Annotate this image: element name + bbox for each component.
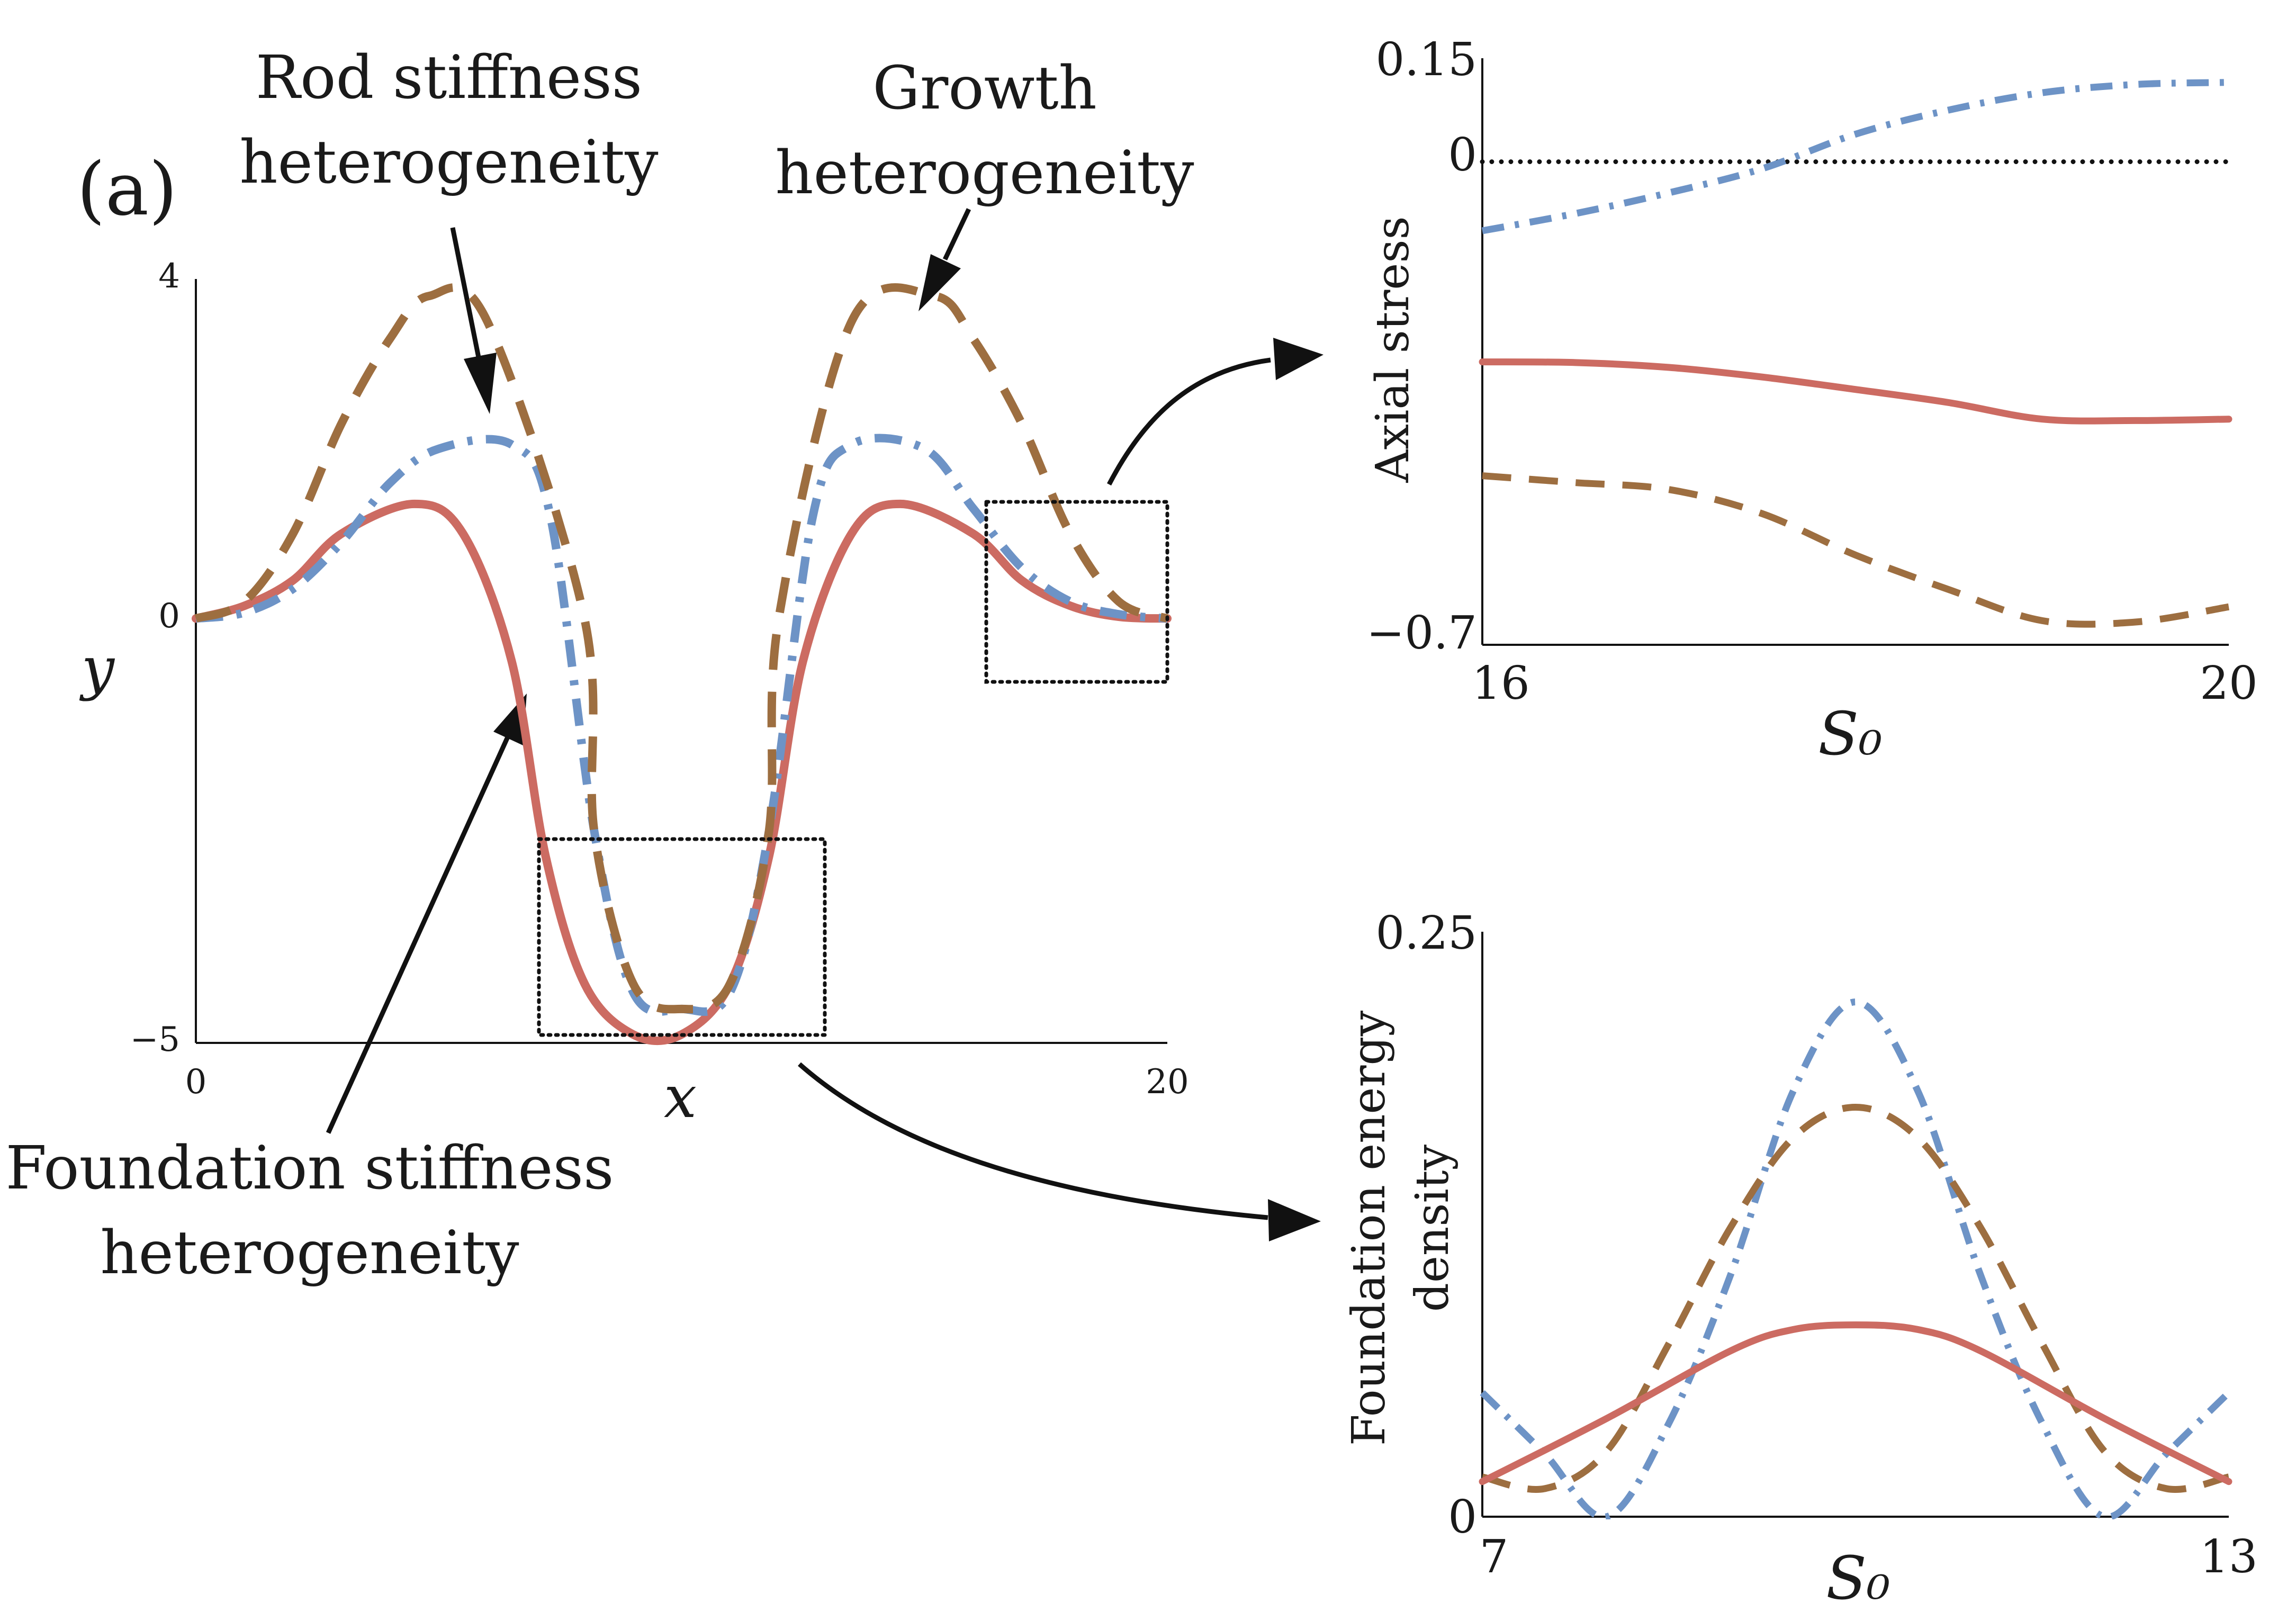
main-ytick-neg5: −5: [130, 1020, 180, 1059]
main-xtick-20: 20: [1146, 1062, 1188, 1102]
annotation-rod-line2: heterogeneity: [239, 128, 658, 197]
stress-chart: 0.15 0 −0.7 16 20 S₀ Axial stress: [1366, 33, 2258, 769]
foundation-annotation-arrow: [326, 735, 511, 1134]
annotation-arrows: [326, 208, 1323, 1241]
zoom-arrowhead-energy: [1268, 1199, 1321, 1241]
stress-series-foundation: [1479, 358, 2232, 425]
main-series-growth: [194, 283, 1169, 1014]
zoom-box-right: [984, 500, 1169, 684]
stress-y-label: Axial stress: [1366, 216, 1419, 483]
annotation-foundation-line1: Foundation stiffness: [6, 1134, 614, 1203]
zoom-arrowhead-stress: [1273, 338, 1323, 380]
energy-chart: 0.25 0 7 13 S₀ Foundation energy density: [1343, 907, 2258, 1612]
main-series-group: [192, 283, 1172, 1045]
stress-series-group: [1479, 79, 2232, 628]
stress-ytick-0.15: 0.15: [1376, 33, 1477, 86]
main-series-rod: [195, 434, 1168, 1016]
stress-x-label: S₀: [1818, 700, 1883, 769]
stress-ytick-neg0.7: −0.7: [1366, 607, 1477, 660]
energy-y-label-line2: density: [1406, 1145, 1459, 1312]
stress-xtick-16: 16: [1472, 657, 1529, 710]
energy-series-foundation: [1479, 1321, 2232, 1485]
annotation-growth-line2: heterogeneity: [775, 139, 1194, 208]
zoom-box-center: [537, 837, 827, 1037]
annotation-rod-line1: Rod stiffness: [256, 43, 642, 112]
annotation-growth-line1: Growth: [872, 54, 1096, 123]
stress-ytick-0: 0: [1448, 129, 1477, 182]
main-x-label: x: [664, 1063, 697, 1131]
energy-ytick-0: 0: [1448, 1491, 1477, 1544]
energy-series-growth: [1481, 1104, 2230, 1493]
rod-annotation-arrow: [450, 227, 482, 361]
zoom-arrow-stress: [1107, 357, 1271, 486]
energy-ytick-0.25: 0.25: [1376, 907, 1477, 960]
energy-series-rod: [1480, 998, 2231, 1519]
growth-arrowhead: [919, 254, 961, 311]
main-chart: 4 0 −5 0 20 x y: [79, 257, 1189, 1131]
main-y-label: y: [79, 634, 115, 702]
energy-series-group: [1479, 998, 2232, 1519]
stress-xtick-20: 20: [2200, 657, 2257, 710]
main-ytick-0: 0: [158, 597, 180, 636]
annotation-foundation-line2: heterogeneity: [100, 1219, 519, 1287]
zoom-arrow-energy: [798, 1062, 1268, 1220]
main-series-foundation: [192, 499, 1172, 1045]
main-xtick-0: 0: [185, 1062, 207, 1102]
energy-xtick-13: 13: [2200, 1530, 2257, 1583]
energy-y-label-line1: Foundation energy: [1343, 1010, 1395, 1446]
stress-series-growth: [1482, 472, 2230, 628]
rod-arrowhead: [464, 353, 497, 414]
panel-label: (a): [77, 147, 177, 232]
energy-xtick-7: 7: [1480, 1530, 1509, 1583]
growth-annotation-arrow: [942, 208, 971, 260]
energy-x-label: S₀: [1826, 1544, 1890, 1612]
stress-series-rod: [1481, 79, 2229, 235]
main-ytick-4: 4: [158, 257, 180, 296]
